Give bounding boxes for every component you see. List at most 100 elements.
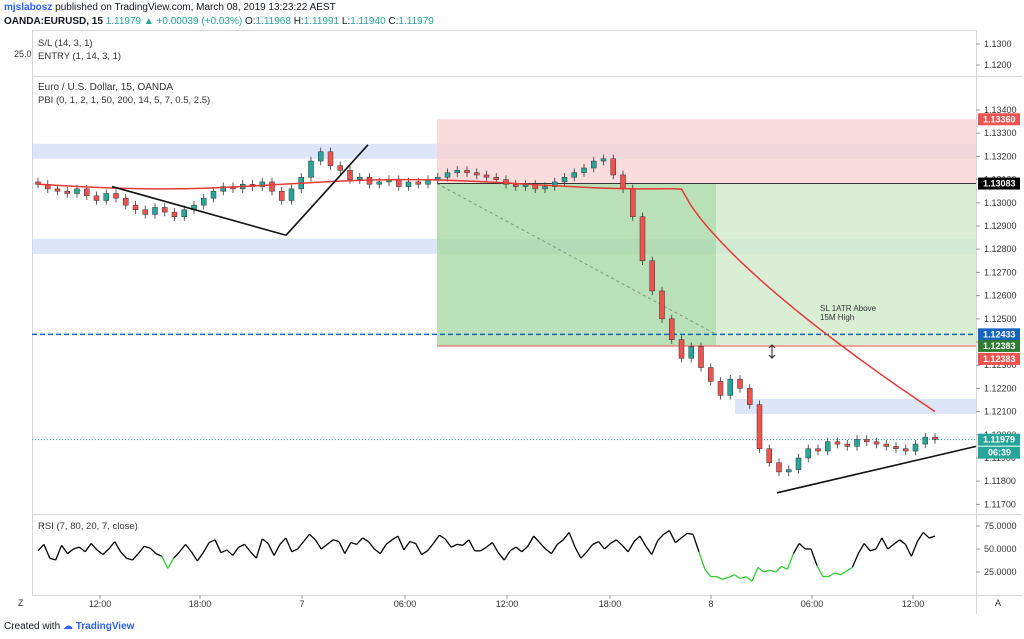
rsi-legend[interactable]: RSI (7, 80, 20, 7, close) [38, 521, 138, 532]
rsi-segment [102, 548, 110, 555]
rsi-segment [202, 542, 210, 554]
trendline [776, 445, 977, 494]
rsi-segment [509, 546, 517, 552]
rsi-segment [114, 541, 122, 553]
axis-corner-right[interactable]: A [995, 598, 1001, 608]
rsi-segment [798, 543, 806, 550]
open-value: 1.11968 [255, 16, 291, 27]
rsi-segment [267, 543, 275, 556]
rsi-segment [309, 533, 316, 541]
candle-body [669, 318, 675, 340]
price-tick-label: 1.12700 [984, 267, 1017, 277]
short-position-layer [32, 119, 976, 441]
rsi-segment [190, 551, 198, 562]
rsi-segment [385, 539, 393, 545]
price-tick-label: 1.12100 [984, 407, 1017, 417]
double-arrow-icon [768, 344, 776, 359]
sl-indicator-legend[interactable]: S/L (14, 3, 1) [38, 38, 93, 49]
candle-body [620, 174, 626, 190]
rsi-segment [515, 546, 523, 553]
rsi-segment [580, 551, 588, 559]
open-label: O: [244, 16, 256, 27]
rsi-segment [261, 538, 269, 544]
rsi-segment [367, 541, 375, 550]
rsi-segment [214, 539, 222, 553]
created-with: Created with [4, 621, 61, 632]
rsi-segment [550, 544, 558, 554]
price-tick-label: 1.12300 [984, 360, 1017, 370]
candle-body [659, 290, 665, 320]
rsi-segment [592, 541, 599, 545]
candle-body [444, 172, 451, 178]
rsi-segment [426, 543, 434, 552]
rsi-segment [763, 569, 770, 573]
candle-body [357, 177, 363, 180]
candle-body [474, 172, 480, 176]
tradingview-logo-icon[interactable]: ☁ [62, 621, 73, 632]
time-axis: 12:00 18:00 7 06:00 12:00 18:00 8 06:00 12:00 [89, 595, 924, 609]
price-tick-label: 1.13000 [984, 198, 1017, 208]
publish-info: published on TradingView.com, March 08, … [55, 2, 336, 13]
rsi-segment [403, 541, 411, 551]
top-pane-level: 25.0 [14, 49, 32, 59]
candle-body [688, 346, 694, 359]
rsi-segment [238, 543, 245, 548]
rsi-segment [792, 543, 800, 554]
rsi-segment [704, 568, 712, 578]
candle-body [513, 183, 519, 187]
tradingview-brand[interactable]: TradingView [75, 621, 135, 632]
main-series-legend[interactable]: Euro / U.S. Dollar, 15, OANDA [38, 82, 174, 93]
candle-body [220, 186, 226, 192]
countdown-label: 06:39 [988, 448, 1011, 458]
rsi-segment [90, 543, 98, 551]
rsi-segment [663, 530, 670, 535]
rsi-segment [326, 539, 334, 545]
price-tag-label: 1.12383 [983, 354, 1016, 364]
author-name[interactable]: mjslabosz [4, 2, 53, 13]
rsi-segment [610, 539, 617, 545]
candle-body [93, 195, 100, 201]
rsi-segment [126, 557, 133, 561]
rsi-segment [521, 545, 529, 553]
rsi-segment [657, 533, 665, 542]
ema-layer [37, 178, 936, 413]
entry-indicator-legend[interactable]: ENTRY (1, 14, 3, 1) [38, 51, 122, 62]
candle-body [795, 457, 802, 470]
price-tick-label: 1.13400 [984, 105, 1017, 115]
rsi-segment [232, 546, 240, 556]
rsi-segment [144, 545, 151, 549]
rsi-segment [687, 532, 694, 535]
candle-body [561, 177, 568, 183]
rsi-segment [604, 543, 611, 550]
candle-body [815, 448, 821, 452]
candle-body [630, 188, 636, 217]
candle-body [318, 151, 324, 162]
rsi-segment [810, 548, 818, 566]
rsi-segment [179, 543, 187, 553]
rsi-segment [863, 543, 871, 552]
rsi-segment [480, 546, 487, 552]
axis-corner-left[interactable]: Z [18, 598, 24, 608]
rsi-segment [220, 549, 228, 554]
rsi-segment [356, 537, 364, 545]
rsi-segment [185, 543, 192, 553]
candle-body [834, 441, 841, 445]
price-tag-bg [978, 177, 1020, 190]
high-label: H: [293, 16, 304, 27]
pbi-indicator-legend[interactable]: PBI (0, 1, 2, 1, 50, 200, 14, 5, 7, 0.5,… [38, 95, 211, 106]
rsi-segment [740, 575, 747, 580]
rsi-segment [869, 548, 877, 552]
rsi-segment [828, 572, 836, 578]
symbol-line: OANDA:EURUSD, 15 1.11979 ▲ +0.00039 (+0.… [4, 16, 434, 27]
rsi-segment [362, 537, 369, 543]
rsi-segment [43, 544, 51, 559]
rsi-segment [338, 541, 346, 554]
rsi-segment [314, 539, 322, 550]
rsi-segment [450, 543, 458, 548]
candle-body [376, 181, 382, 185]
rsi-segment [734, 574, 741, 579]
candle-body [210, 190, 217, 199]
rsi-segment [680, 532, 688, 539]
rsi-segment [397, 535, 405, 551]
